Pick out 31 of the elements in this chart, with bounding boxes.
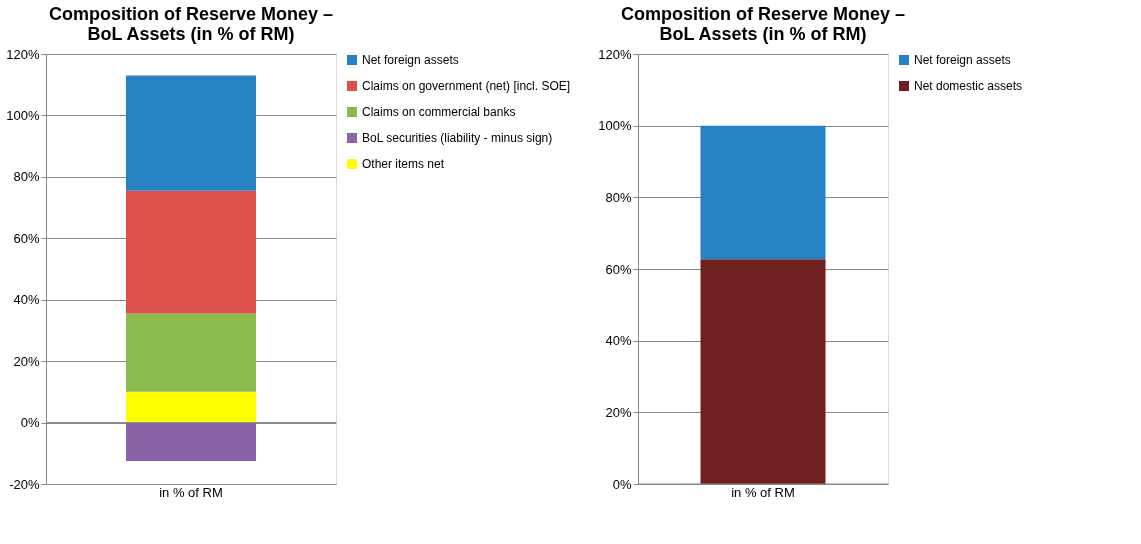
y-tick-label: 40% xyxy=(605,333,632,349)
legend-label: BoL securities (liability - minus sign) xyxy=(362,131,553,145)
y-tick-label: 0% xyxy=(20,415,40,431)
x-tick-label: in % of RM xyxy=(731,484,795,500)
chart-title: Composition of Reserve Money – BoL Assets (in % of RM) xyxy=(620,4,906,44)
bar xyxy=(126,190,256,314)
y-tick-label: 40% xyxy=(13,292,40,308)
bar xyxy=(126,422,256,461)
y-tick-label: 120% xyxy=(598,46,632,62)
y-tick-label: 120% xyxy=(6,46,40,62)
y-tick-label: 20% xyxy=(13,353,40,369)
chart-title: Composition of Reserve Money – BoL Assets (in % of RM) xyxy=(48,4,334,44)
y-tick-label: 80% xyxy=(605,189,632,205)
y-tick-label: 60% xyxy=(605,261,632,277)
legend-label: Other items net xyxy=(362,157,445,171)
bar xyxy=(126,75,256,191)
legend-label: Claims on government (net) [incl. SOE] xyxy=(362,79,571,93)
y-tick-label: 0% xyxy=(612,476,632,492)
y-tick-label: 80% xyxy=(13,169,40,185)
legend-label: Claims on commercial banks xyxy=(362,105,516,119)
legend-label: Net foreign assets xyxy=(914,53,1011,67)
y-tick-label: 100% xyxy=(598,118,632,134)
x-tick-label: in % of RM xyxy=(159,484,223,500)
y-tick-label: 100% xyxy=(6,107,40,123)
y-tick-label: -20% xyxy=(9,476,40,492)
bar xyxy=(126,313,256,392)
legend-label: Net foreign assets xyxy=(362,53,459,67)
y-tick-label: 20% xyxy=(605,404,632,420)
legend-label: Net domestic assets xyxy=(914,79,1023,93)
bar xyxy=(126,391,256,423)
y-tick-label: 60% xyxy=(13,230,40,246)
